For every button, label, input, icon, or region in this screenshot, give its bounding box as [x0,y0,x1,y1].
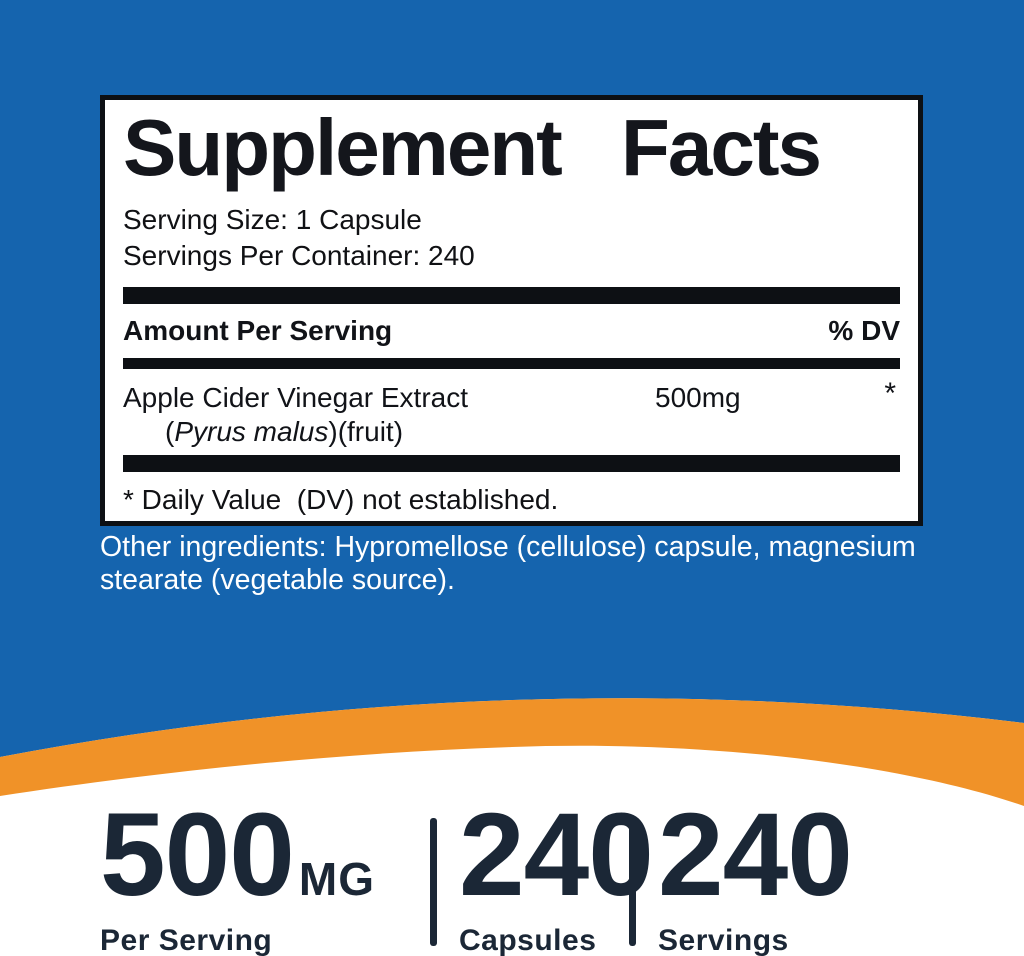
stat-value-line: 240 [459,796,654,914]
stat-value: 500 [100,789,295,921]
dv-footnote: * Daily Value (DV) not established. [123,484,559,515]
stat-value-line: 500 MG [100,796,430,914]
stat-servings: 240 Servings [658,789,853,956]
stat-value: 240 [459,789,654,921]
stat-label: Per Serving [100,924,273,956]
botanical-open-paren: ( [165,416,175,447]
ingredient-name-main: Apple Cider Vinegar Extract [123,382,468,413]
ingredient-botanical: (Pyrus malus)(fruit) [123,416,403,447]
stats-row: 500 MG Per Serving 240 Capsules 240 Serv… [100,789,853,956]
percent-dv-header: % DV [828,315,900,346]
stat-divider [629,818,636,946]
servings-per-container-line: Servings Per Container: 240 [123,240,475,271]
ingredient-amount: 500mg [655,382,741,413]
stat-label: Servings [658,924,789,956]
stat-per-serving: 500 MG Per Serving [100,796,430,956]
stat-divider [430,818,437,946]
divider-bar-bottom [123,455,900,472]
ingredient-name: Apple Cider Vinegar Extract (Pyrus malus… [123,381,900,449]
divider-bar-top [123,287,900,304]
botanical-part: )(fruit) [328,416,404,447]
other-ingredients-text: Other ingredients: Hypromellose (cellulo… [100,531,916,596]
orange-swoosh-shape [0,698,1024,806]
stat-value-line: 240 [658,789,853,921]
amount-per-serving-header: Amount Per Serving [123,315,393,346]
stat-label: Capsules [459,924,597,956]
column-header-row: Amount Per Serving % DV [123,313,900,349]
panel-title: Supplement Facts [123,103,822,192]
supplement-facts-panel: Supplement Facts Serving Size: 1 Capsule… [100,95,923,526]
stat-value: 240 [658,789,853,921]
ingredient-dv-asterisk: * [884,377,896,410]
stat-capsules: 240 Capsules [459,796,654,956]
ingredient-row: Apple Cider Vinegar Extract (Pyrus malus… [123,377,900,455]
stat-unit: MG [298,853,375,905]
botanical-species-italic: Pyrus malus [174,416,329,447]
serving-size-line: Serving Size: 1 Capsule [123,204,422,235]
divider-bar-medium [123,358,900,369]
